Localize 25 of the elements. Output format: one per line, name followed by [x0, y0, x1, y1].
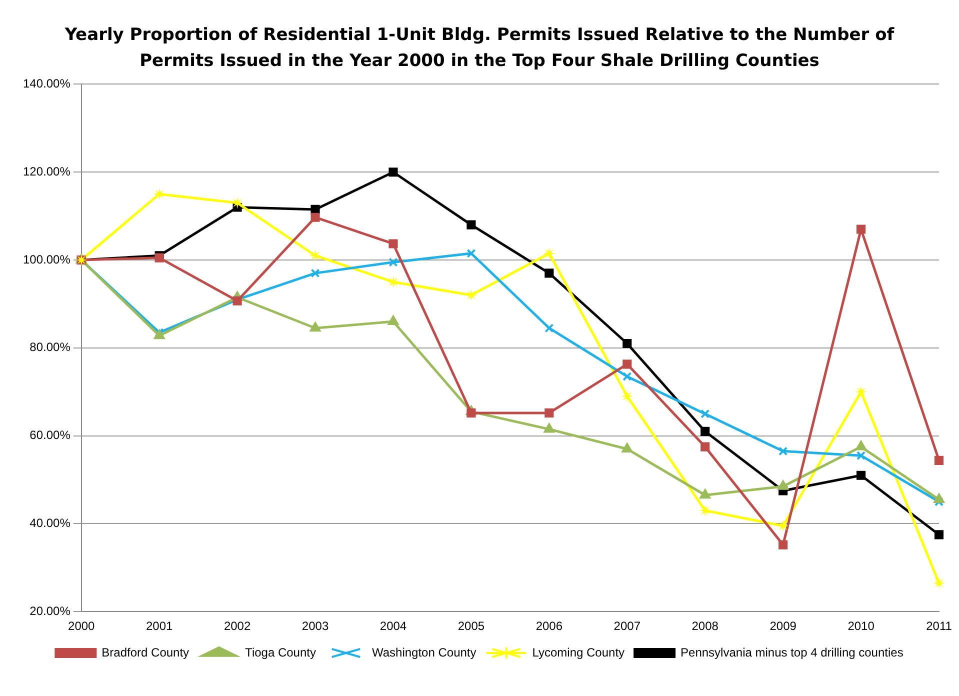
x-tick-label: 2006 [536, 619, 563, 634]
x-tick-label: 2010 [848, 619, 875, 634]
legend-label: Lycoming County [532, 645, 625, 660]
y-tick-label: 120.00% [23, 164, 71, 178]
y-tick-label: 20.00% [30, 604, 71, 618]
x-tick-label: 2009 [770, 619, 797, 634]
x-tick-label: 2004 [380, 619, 407, 634]
chart-title: Yearly Proportion of Residential 1-Unit Bldg. Permits Issued Relative to the Number of Permits Issued in the Year 2000 in the Top Four Shale Drilling Counties [64, 24, 896, 73]
legend-label: Pennsylvania minus top 4 drilling counties [680, 645, 904, 660]
x-tick-label: 2000 [68, 619, 96, 634]
y-tick-label: 80.00% [30, 340, 71, 354]
legend-label: Bradford County [102, 645, 190, 660]
x-tick-label: 2002 [224, 619, 251, 634]
x-tick-label: 2005 [458, 619, 485, 634]
y-tick-label: 100.00% [23, 252, 71, 266]
y-tick-label: 140.00% [23, 76, 71, 91]
x-tick-label: 2003 [302, 619, 329, 634]
x-tick-label: 2011 [926, 619, 952, 634]
legend-label: Tioga County [245, 645, 316, 660]
y-tick-label: 40.00% [30, 516, 71, 530]
y-tick-label: 60.00% [30, 428, 71, 442]
x-tick-label: 2008 [692, 619, 719, 634]
x-tick-label: 2001 [146, 619, 174, 634]
x-tick-label: 2007 [614, 619, 641, 634]
legend-label: Washington County [372, 645, 476, 660]
